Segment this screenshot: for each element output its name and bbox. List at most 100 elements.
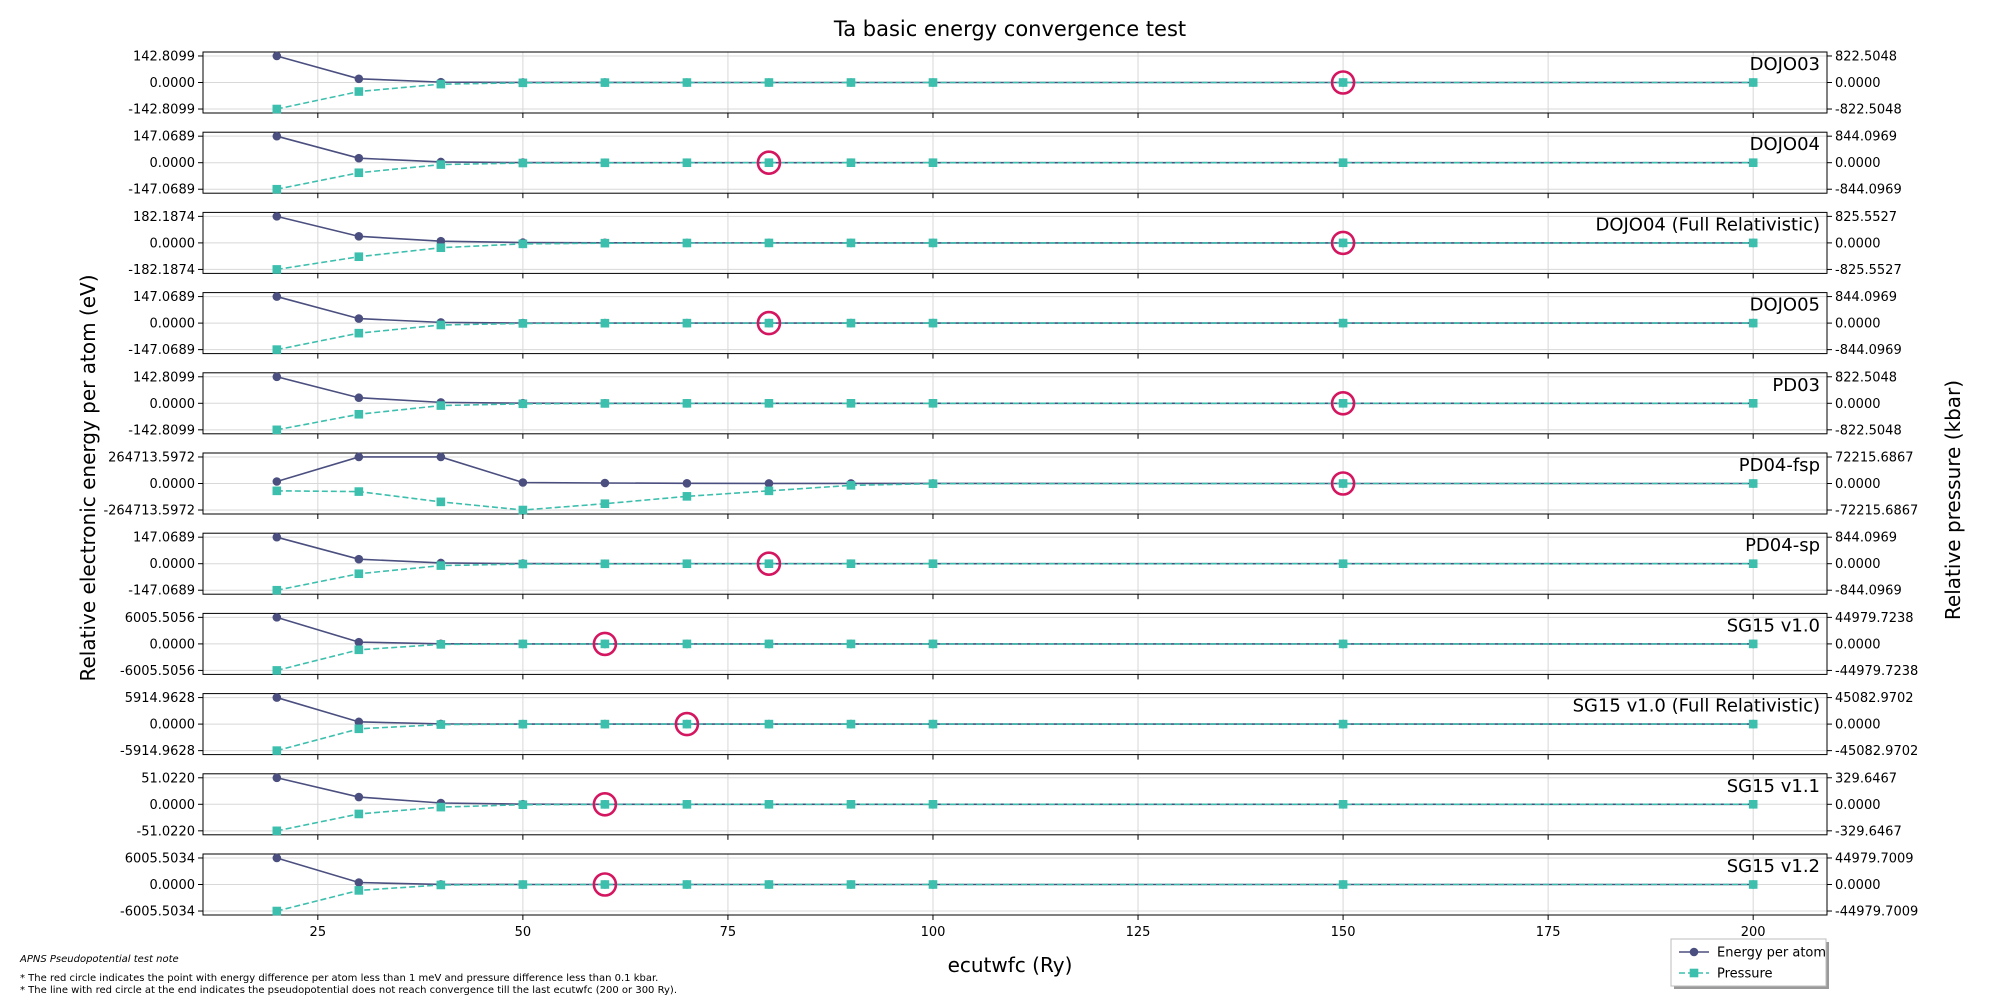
energy-point (272, 773, 282, 783)
ytick-label-left: 147.0689 (133, 290, 195, 305)
ytick-label-left: 6005.5034 (125, 851, 195, 866)
ytick-label-right: 0.0000 (1835, 76, 1881, 91)
xtick-label: 175 (1536, 925, 1561, 940)
panel-5: 264713.5972 72215.6867 0.0000 0.0000 -264713… (103, 450, 1918, 518)
pressure-point (272, 265, 282, 274)
panel-1: 147.0689 844.0969 0.0000 0.0000 -147.0689 -84… (128, 130, 1901, 198)
ytick-label-right: -825.5527 (1835, 263, 1902, 278)
ytick-label-left: 0.0000 (150, 317, 196, 332)
energy-point (354, 314, 364, 323)
pressure-point (272, 746, 282, 755)
energy-point (436, 452, 446, 462)
pressure-point (928, 639, 938, 649)
pressure-point (436, 802, 446, 812)
ytick-label-right: -329.6467 (1835, 824, 1902, 839)
legend-pressure-marker (1689, 968, 1699, 978)
pressure-point (436, 561, 446, 570)
pressure-point (1748, 318, 1758, 328)
ytick-label-left: -264713.5972 (103, 504, 195, 519)
panel-label: PD04-sp (1745, 535, 1820, 556)
ytick-label-right: -44979.7009 (1835, 905, 1918, 920)
panel-9: 51.0220 329.6467 0.0000 0.0000 -51.0220 -329.… (137, 771, 1902, 839)
pressure-point (928, 800, 938, 809)
pressure-point (600, 78, 610, 87)
pressure-point (354, 328, 364, 338)
ytick-label-right: 822.5048 (1835, 370, 1897, 385)
panel-0: 142.8099 822.5048 0.0000 0.0000 -142.8099 -82… (128, 49, 1901, 117)
pressure-point (518, 559, 528, 569)
pressure-point (764, 719, 774, 729)
pressure-point (846, 559, 856, 569)
ytick-label-left: -182.1874 (128, 263, 195, 278)
xtick-label: 125 (1126, 925, 1151, 940)
convergence-circle (756, 310, 782, 336)
energy-point (272, 613, 282, 622)
pressure-point (928, 238, 938, 248)
pressure-point (846, 78, 856, 87)
energy-line (276, 616, 1754, 645)
panel-label: DOJO04 (1750, 134, 1820, 155)
energy-point (272, 532, 282, 542)
ytick-label-left: -5914.9628 (120, 744, 195, 759)
energy-line (276, 536, 1754, 565)
ytick-label-right: 844.0969 (1835, 290, 1897, 305)
pressure-point (436, 401, 446, 410)
pressure-point (518, 158, 528, 168)
energy-point (354, 153, 364, 163)
panel-label: DOJO03 (1750, 54, 1820, 75)
energy-point (272, 212, 282, 221)
energy-point (272, 292, 282, 301)
pressure-point (846, 318, 856, 328)
pressure-point (354, 487, 364, 496)
energy-line (276, 696, 1754, 725)
pressure-point (928, 719, 938, 729)
pressure-point (682, 639, 692, 649)
pressure-point (1338, 800, 1348, 809)
pressure-point (518, 399, 528, 409)
note-line-2: * The line with red circle at the end in… (20, 985, 677, 996)
pressure-point (682, 800, 692, 809)
pressure-point (1338, 639, 1348, 649)
ytick-label-right: -45082.9702 (1835, 744, 1918, 759)
ytick-label-left: 51.0220 (141, 771, 195, 786)
pressure-point (600, 880, 610, 889)
pressure-point (1338, 238, 1348, 248)
pressure-point (764, 486, 774, 496)
ytick-label-left: 182.1874 (133, 210, 195, 225)
ytick-label-right: 0.0000 (1835, 317, 1881, 332)
pressure-point (1748, 639, 1758, 649)
ytick-label-right: 0.0000 (1835, 718, 1881, 733)
ytick-label-left: 0.0000 (150, 477, 196, 492)
panel-2: 182.1874 825.5527 0.0000 0.0000 -182.1874 -82… (128, 210, 1901, 278)
ytick-label-left: 0.0000 (150, 798, 196, 813)
convergence-circle (756, 551, 782, 576)
note-title: APNS Pseudopotential test note (19, 954, 179, 965)
pressure-point (518, 800, 528, 810)
ytick-label-right: -844.0969 (1835, 183, 1902, 198)
energy-point (518, 478, 528, 487)
pressure-point (764, 238, 774, 248)
energy-point (272, 693, 282, 702)
pressure-point (272, 184, 282, 194)
energy-line (276, 55, 1754, 84)
ytick-label-right: 329.6467 (1835, 771, 1897, 786)
pressure-point (682, 78, 692, 87)
ytick-label-left: 0.0000 (150, 236, 196, 251)
pressure-point (272, 906, 282, 916)
xtick-label: 100 (921, 925, 946, 940)
pressure-point (272, 345, 282, 354)
ytick-label-left: 142.8099 (133, 49, 195, 64)
ytick-label-right: -44979.7238 (1835, 664, 1918, 679)
x-axis-label: ecutwfc (Ry) (948, 953, 1073, 977)
ytick-label-right: 0.0000 (1835, 156, 1881, 171)
convergence-circle (592, 631, 618, 657)
pressure-point (600, 639, 610, 649)
pressure-point (1338, 318, 1348, 328)
pressure-point (354, 569, 364, 579)
pressure-point (354, 645, 364, 655)
ytick-label-right: 44979.7238 (1835, 611, 1914, 626)
ytick-label-right: 822.5048 (1835, 49, 1897, 64)
energy-line (276, 456, 1754, 485)
panel-label: PD03 (1772, 375, 1820, 396)
pressure-point (518, 319, 528, 328)
